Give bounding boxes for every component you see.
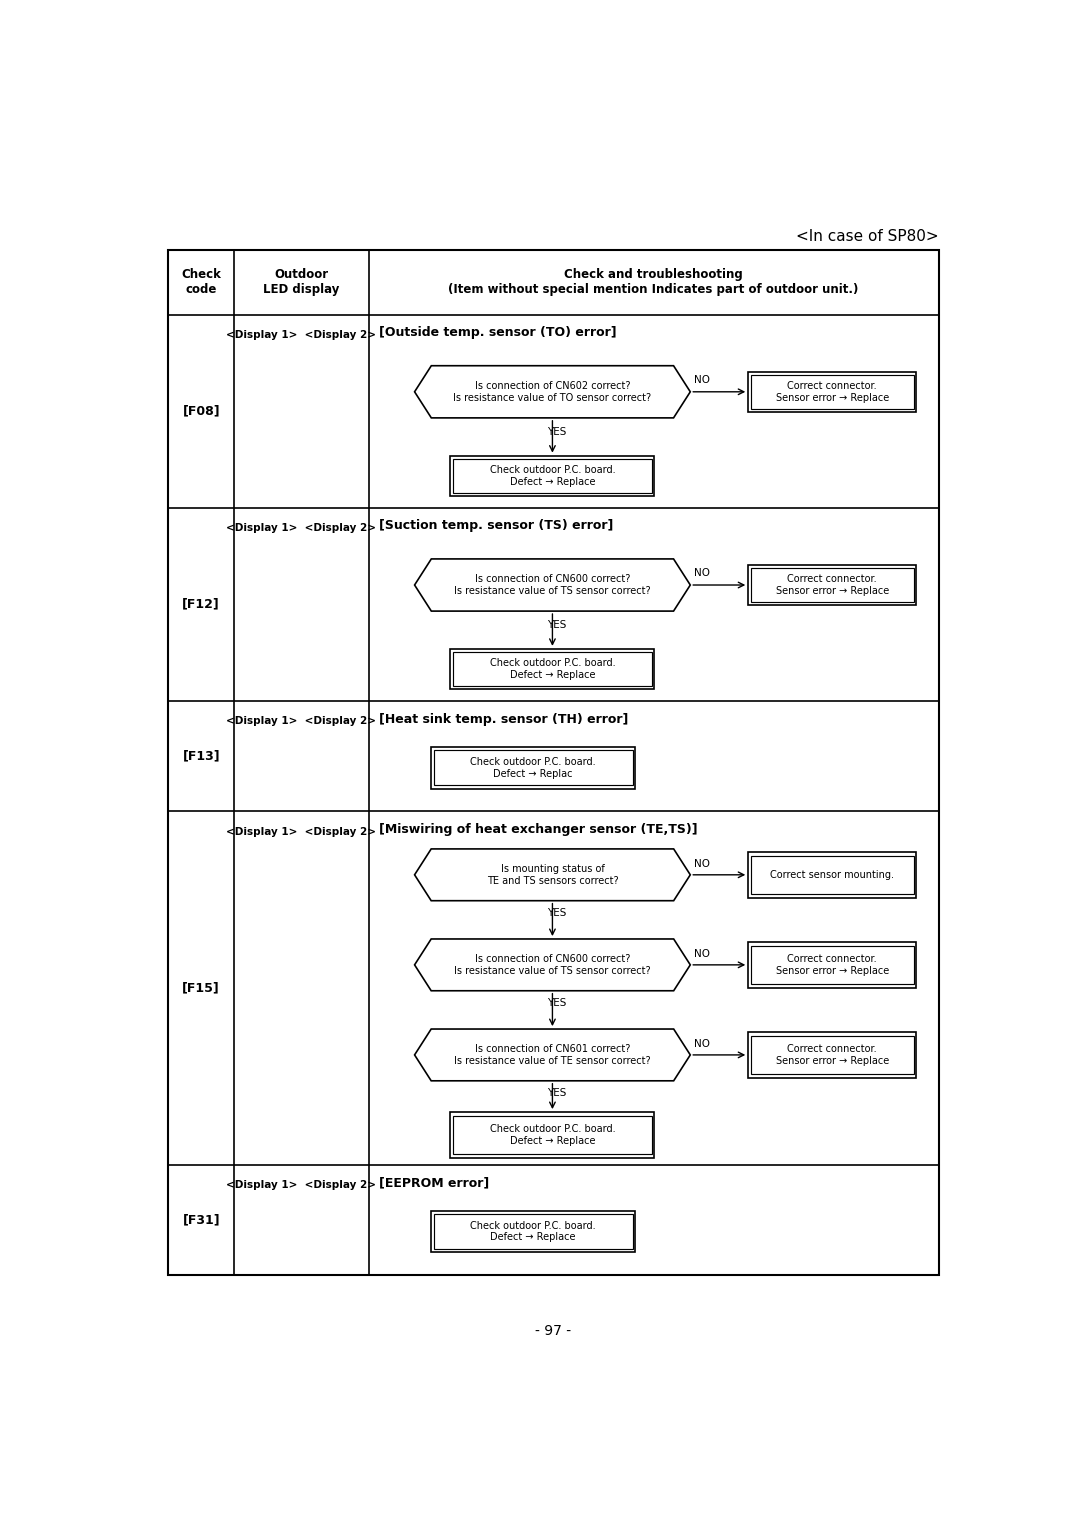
Text: [Outside temp. sensor (TO) error]: [Outside temp. sensor (TO) error] [379,326,617,339]
Polygon shape [415,366,690,418]
Text: [F08]: [F08] [183,404,220,418]
Text: <In case of SP80>: <In case of SP80> [796,229,939,244]
Text: YES: YES [546,997,566,1008]
Text: Is connection of CN601 correct?
Is resistance value of TE sensor correct?: Is connection of CN601 correct? Is resis… [454,1045,651,1066]
Polygon shape [415,939,690,991]
Text: NO: NO [694,1039,711,1049]
Text: YES: YES [546,427,566,438]
Polygon shape [415,560,690,612]
Text: YES: YES [546,1087,566,1098]
FancyBboxPatch shape [431,1211,635,1252]
FancyBboxPatch shape [431,747,635,788]
Text: Correct sensor mounting.: Correct sensor mounting. [770,869,894,880]
Text: Is connection of CN600 correct?
Is resistance value of TS sensor correct?: Is connection of CN600 correct? Is resis… [454,575,651,596]
Text: Correct connector.
Sensor error → Replace: Correct connector. Sensor error → Replac… [775,575,889,596]
Text: Is connection of CN600 correct?
Is resistance value of TS sensor correct?: Is connection of CN600 correct? Is resis… [454,955,651,976]
Text: [Suction temp. sensor (TS) error]: [Suction temp. sensor (TS) error] [379,520,613,532]
Text: Check outdoor P.C. board.
Defect → Replace: Check outdoor P.C. board. Defect → Repla… [489,659,616,680]
Text: NO: NO [694,859,711,869]
Text: Is connection of CN602 correct?
Is resistance value of TO sensor correct?: Is connection of CN602 correct? Is resis… [454,381,651,403]
Text: [F12]: [F12] [183,598,220,612]
Text: NO: NO [694,949,711,959]
Text: Check and troubleshooting
(Item without special mention Indicates part of outdoo: Check and troubleshooting (Item without … [448,268,859,296]
Text: <Display 1>  <Display 2>: <Display 1> <Display 2> [227,717,376,726]
FancyBboxPatch shape [748,1032,916,1078]
Text: NO: NO [694,375,711,384]
Text: Outdoor
LED display: Outdoor LED display [264,268,339,296]
Text: [Heat sink temp. sensor (TH) error]: [Heat sink temp. sensor (TH) error] [379,712,629,726]
Text: <Display 1>  <Display 2>: <Display 1> <Display 2> [227,1180,376,1190]
Text: Check
code: Check code [181,268,221,296]
Text: Correct connector.
Sensor error → Replace: Correct connector. Sensor error → Replac… [775,381,889,403]
FancyBboxPatch shape [450,1112,654,1157]
Text: [F15]: [F15] [183,982,220,994]
Text: [EEPROM error]: [EEPROM error] [379,1176,489,1190]
Text: Correct connector.
Sensor error → Replace: Correct connector. Sensor error → Replac… [775,1045,889,1066]
Text: YES: YES [546,907,566,918]
Text: YES: YES [546,621,566,630]
Text: Check outdoor P.C. board.
Defect → Replace: Check outdoor P.C. board. Defect → Repla… [489,1124,616,1145]
Text: Check outdoor P.C. board.
Defect → Replace: Check outdoor P.C. board. Defect → Repla… [489,465,616,486]
Polygon shape [415,1029,690,1081]
FancyBboxPatch shape [748,564,916,605]
FancyBboxPatch shape [168,250,939,1275]
Text: [F13]: [F13] [183,750,220,762]
Text: Check outdoor P.C. board.
Defect → Replac: Check outdoor P.C. board. Defect → Repla… [470,756,596,779]
FancyBboxPatch shape [748,852,916,898]
Text: <Display 1>  <Display 2>: <Display 1> <Display 2> [227,827,376,837]
FancyBboxPatch shape [450,648,654,689]
Text: <Display 1>  <Display 2>: <Display 1> <Display 2> [227,329,376,340]
Text: NO: NO [694,567,711,578]
Polygon shape [415,849,690,901]
Text: Check outdoor P.C. board.
Defect → Replace: Check outdoor P.C. board. Defect → Repla… [470,1220,596,1243]
Text: [Miswiring of heat exchanger sensor (TE,TS)]: [Miswiring of heat exchanger sensor (TE,… [379,824,698,836]
FancyBboxPatch shape [450,456,654,496]
Text: <Display 1>  <Display 2>: <Display 1> <Display 2> [227,523,376,534]
Text: Correct connector.
Sensor error → Replace: Correct connector. Sensor error → Replac… [775,955,889,976]
FancyBboxPatch shape [748,942,916,988]
Text: - 97 -: - 97 - [536,1324,571,1339]
FancyBboxPatch shape [748,372,916,412]
Text: Is mounting status of
TE and TS sensors correct?: Is mounting status of TE and TS sensors … [487,865,618,886]
Text: [F31]: [F31] [183,1214,220,1226]
